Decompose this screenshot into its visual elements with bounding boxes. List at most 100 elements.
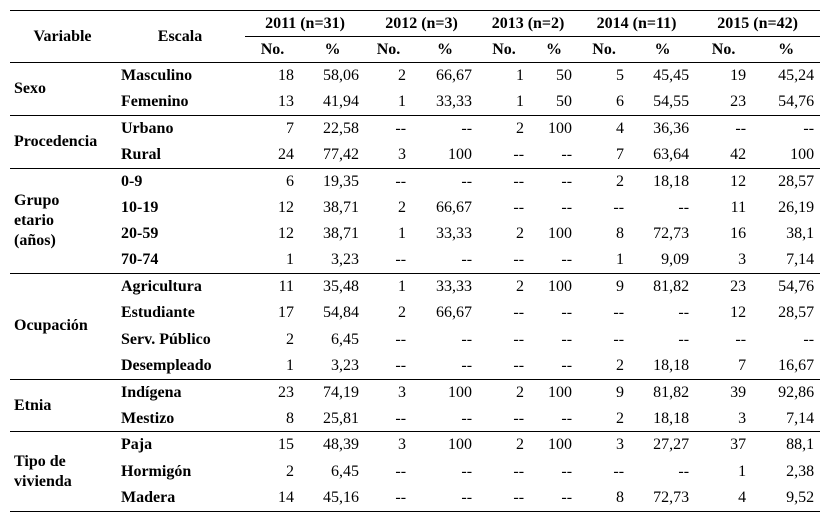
value-cell: 6 bbox=[616, 92, 625, 110]
escala-cell: Serv. Público bbox=[121, 330, 211, 348]
value-cell: 100 bbox=[530, 378, 579, 406]
header-row: Variable Escala 2011 (n=31) 2012 (n=3) 2013 … bbox=[10, 10, 821, 63]
value-cell: 19,35 bbox=[300, 167, 366, 195]
subheader: % bbox=[630, 36, 696, 63]
value-cell: 4 bbox=[578, 114, 631, 142]
value-cell: 2 bbox=[578, 167, 631, 195]
value-cell: 100 bbox=[412, 431, 479, 459]
value-cell: 11 bbox=[730, 198, 747, 216]
value-cell: 5 bbox=[578, 61, 631, 89]
value-cell: 23 bbox=[245, 378, 300, 406]
value-cell: -- bbox=[561, 462, 573, 480]
value-cell: -- bbox=[365, 484, 413, 512]
table-row: Serv. Público 2 6,45 -- -- -- -- -- -- -- -- bbox=[10, 326, 820, 352]
variable-cell: Sexo bbox=[10, 62, 115, 116]
value-cell: 1 bbox=[516, 92, 525, 110]
table-row: Sexo Masculino 18 58,06 2 66,67 1 50 5 45,45 19 45,… bbox=[10, 61, 821, 116]
value-cell: -- bbox=[752, 114, 821, 142]
variable-cell: Grupo etario (años) bbox=[10, 167, 115, 274]
escala-cell: 0-9 bbox=[115, 167, 245, 195]
value-cell: -- bbox=[365, 167, 413, 195]
value-cell: 39 bbox=[695, 378, 753, 406]
escala-cell: 20-59 bbox=[121, 225, 159, 243]
value-cell: 14 bbox=[245, 484, 300, 512]
table-row: Madera 14 45,16 -- -- -- -- 8 72,73 4 9,52 bbox=[10, 484, 821, 512]
value-cell: 28,57 bbox=[752, 167, 821, 195]
value-cell: 100 bbox=[530, 431, 579, 459]
value-cell: 6 bbox=[245, 167, 300, 195]
table-row: Femenino 13 41,94 1 33,33 1 50 6 54,55 23 54,76 bbox=[10, 89, 820, 115]
value-cell: 33,33 bbox=[412, 273, 479, 301]
value-cell: 3,23 bbox=[331, 356, 360, 374]
value-cell: 15 bbox=[245, 431, 300, 459]
value-cell: 100 bbox=[448, 145, 473, 163]
year-header: 2015 (n=42) bbox=[695, 10, 821, 37]
value-cell: 17 bbox=[278, 304, 294, 322]
table-row: Estudiante 17 54,84 2 66,67 -- -- -- -- 12 28,57 bbox=[10, 300, 820, 326]
value-cell: 9 bbox=[578, 378, 631, 406]
value-cell: 7,14 bbox=[786, 409, 815, 427]
value-cell: 2 bbox=[478, 273, 531, 301]
value-cell: -- bbox=[530, 167, 579, 195]
variable-cell: Tipo de vivienda bbox=[10, 431, 115, 512]
escala-cell: Agricultura bbox=[115, 273, 245, 301]
value-cell: 33,33 bbox=[436, 225, 473, 243]
value-cell: -- bbox=[561, 356, 573, 374]
value-cell: -- bbox=[513, 251, 525, 269]
value-cell: 58,06 bbox=[300, 61, 366, 89]
value-cell: -- bbox=[735, 330, 747, 348]
value-cell: -- bbox=[395, 330, 407, 348]
value-cell: 74,19 bbox=[300, 378, 366, 406]
value-cell: 38,71 bbox=[323, 225, 360, 243]
value-cell: -- bbox=[561, 145, 573, 163]
value-cell: 41,94 bbox=[323, 92, 360, 110]
value-cell: 13 bbox=[278, 92, 294, 110]
value-cell: 2,38 bbox=[786, 462, 815, 480]
value-cell: 23 bbox=[695, 273, 753, 301]
subheader: % bbox=[300, 36, 366, 63]
value-cell: 66,67 bbox=[412, 61, 479, 89]
table-row: Etnia Indígena 23 74,19 3 100 2 100 9 81,82 39 92,8… bbox=[10, 378, 821, 432]
value-cell: -- bbox=[613, 462, 625, 480]
value-cell: 2 bbox=[398, 304, 407, 322]
value-cell: 3 bbox=[398, 145, 407, 163]
table-row: 70-74 1 3,23 -- -- -- -- 1 9,09 3 7,14 bbox=[10, 247, 820, 273]
table-row: Grupo etario (años) 0-9 6 19,35 -- -- -- -- 2 18,… bbox=[10, 167, 821, 274]
value-cell: -- bbox=[695, 114, 753, 142]
value-cell: 72,73 bbox=[630, 484, 696, 512]
value-cell: -- bbox=[478, 484, 531, 512]
value-cell: 4 bbox=[695, 484, 753, 512]
value-cell: 7 bbox=[738, 356, 747, 374]
table-row: Rural 24 77,42 3 100 -- -- 7 63,64 42 100 bbox=[10, 142, 820, 168]
value-cell: 38,71 bbox=[323, 198, 360, 216]
value-cell: 12 bbox=[695, 167, 753, 195]
value-cell: 12 bbox=[730, 304, 747, 322]
value-cell: -- bbox=[395, 251, 407, 269]
escala-header: Escala bbox=[115, 10, 245, 63]
table-container: Variable Escala 2011 (n=31) 2012 (n=3) 2013 … bbox=[10, 10, 821, 512]
value-cell: 2 bbox=[478, 114, 531, 142]
value-cell: 2 bbox=[478, 431, 531, 459]
value-cell: 3,23 bbox=[331, 251, 360, 269]
table-row: Procedencia Urbano 7 22,58 -- -- 2 100 4 36,36 -- -… bbox=[10, 114, 821, 169]
subheader: % bbox=[752, 36, 821, 63]
value-cell: -- bbox=[513, 462, 525, 480]
value-cell: 33,33 bbox=[436, 92, 473, 110]
value-cell: 28,57 bbox=[778, 304, 815, 322]
value-cell: 1 bbox=[398, 92, 407, 110]
value-cell: 77,42 bbox=[323, 145, 360, 163]
value-cell: 38,1 bbox=[786, 225, 815, 243]
value-cell: 42 bbox=[730, 145, 747, 163]
escala-cell: Estudiante bbox=[121, 304, 195, 322]
value-cell: -- bbox=[561, 251, 573, 269]
value-cell: 36,36 bbox=[630, 114, 696, 142]
table-row: Hormigón 2 6,45 -- -- -- -- -- -- 1 2,38 bbox=[10, 458, 820, 484]
value-cell: 16,67 bbox=[778, 356, 815, 374]
value-cell: 12 bbox=[278, 225, 294, 243]
value-cell: 1 bbox=[286, 251, 294, 269]
value-cell: -- bbox=[412, 484, 479, 512]
value-cell: 9,09 bbox=[661, 251, 690, 269]
value-cell: 48,39 bbox=[300, 431, 366, 459]
value-cell: -- bbox=[513, 145, 525, 163]
value-cell: -- bbox=[513, 304, 525, 322]
